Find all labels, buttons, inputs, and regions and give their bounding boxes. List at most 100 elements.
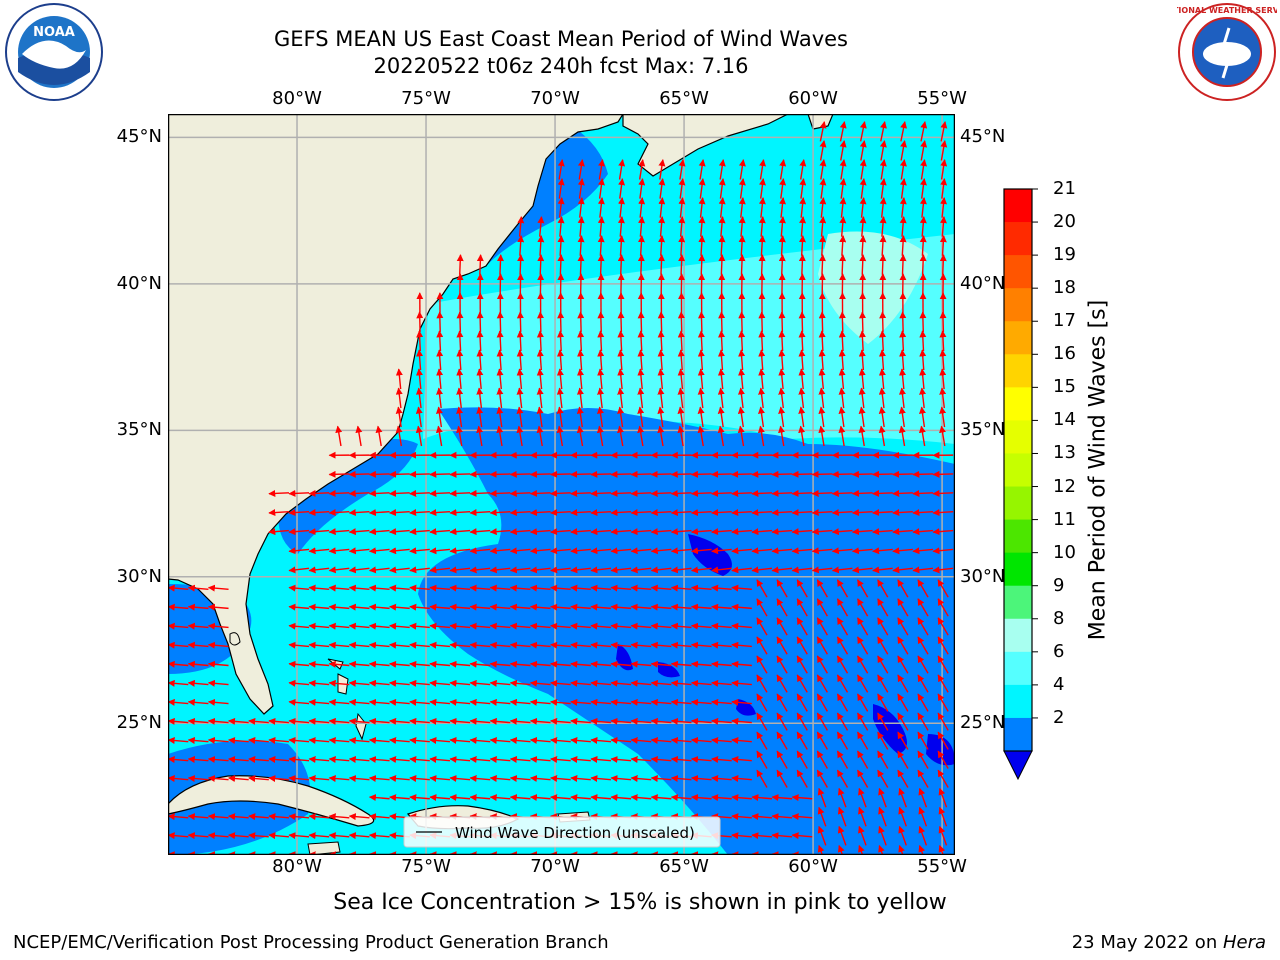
wind-wave-arrow (677, 330, 685, 352)
wind-wave-arrow (917, 731, 929, 750)
wind-wave-arrow (630, 509, 652, 517)
wind-wave-arrow (308, 603, 330, 611)
wind-wave-arrow (738, 330, 746, 352)
wind-wave-arrow (187, 622, 209, 630)
wind-wave-arrow (851, 547, 873, 555)
wind-wave-arrow (550, 509, 571, 517)
wind-wave-arrow (449, 622, 471, 630)
wind-wave-arrow (228, 813, 249, 821)
wind-wave-arrow (711, 794, 732, 802)
wind-wave-arrow (816, 636, 828, 655)
wind-wave-arrow (536, 311, 544, 332)
wind-wave-arrow (817, 825, 827, 846)
wind-wave-arrow (939, 368, 947, 390)
wind-wave-arrow (409, 489, 430, 497)
wind-wave-arrow (678, 235, 686, 256)
wind-wave-arrow (590, 547, 612, 555)
wind-wave-arrow (932, 509, 954, 517)
colorbar-segment (1004, 585, 1032, 620)
colorbar-extend-arrow (1003, 750, 1033, 781)
wind-wave-arrow (529, 641, 551, 649)
wind-wave-arrow (839, 121, 847, 142)
period-region-under-2-f (926, 734, 955, 766)
wind-wave-arrow (756, 769, 768, 788)
wind-wave-arrow (711, 717, 732, 725)
wind-wave-arrow (368, 679, 390, 687)
wind-wave-arrow (308, 736, 330, 744)
chart-subtitle: 20220522 t06z 240h fcst Max: 7.16 (373, 54, 749, 78)
cuba-land (168, 775, 375, 827)
wind-wave-arrow (898, 425, 906, 447)
wind-wave-arrow (207, 775, 229, 783)
wind-wave-arrow (516, 406, 524, 428)
wind-wave-arrow (776, 674, 788, 693)
wind-wave-arrow (509, 509, 531, 517)
wind-wave-arrow (877, 769, 889, 788)
wind-wave-arrow (207, 603, 229, 611)
lat-tick-label-right: 30°N (960, 565, 1006, 587)
wind-wave-arrow (469, 470, 491, 478)
wind-wave-arrow (308, 698, 330, 706)
colorbar-segment (1004, 189, 1032, 223)
wind-wave-arrow (168, 832, 189, 840)
wind-wave-arrow (557, 311, 565, 332)
wind-wave-arrow (917, 674, 929, 693)
wind-wave-arrow (308, 641, 330, 649)
wind-wave-arrow (670, 756, 692, 763)
wind-wave-arrow (529, 566, 551, 574)
wind-wave-arrow (368, 528, 390, 536)
wind-wave-arrow (308, 832, 330, 840)
wind-wave-arrow (630, 679, 652, 687)
wind-wave-arrow (368, 470, 390, 478)
wind-wave-arrow (590, 622, 612, 630)
wind-wave-arrow (288, 603, 310, 611)
wind-wave-arrow (796, 655, 808, 674)
wind-wave-arrow (409, 660, 430, 668)
wind-wave-arrow (791, 832, 813, 840)
wind-wave-arrow (858, 349, 866, 371)
wind-wave-arrow (449, 566, 471, 574)
wind-wave-arrow (429, 698, 450, 706)
wind-wave-arrow (328, 736, 350, 744)
wind-wave-arrow (940, 140, 948, 161)
wind-wave-arrow (670, 717, 692, 725)
wind-wave-arrow (937, 674, 949, 693)
wind-wave-arrow (570, 679, 591, 687)
wind-wave-arrow (590, 528, 612, 536)
wind-wave-arrow (348, 756, 370, 763)
wind-wave-arrow (617, 368, 625, 390)
wind-wave-arrow (449, 584, 471, 592)
wind-wave-arrow (557, 197, 565, 218)
wind-wave-arrow (368, 736, 390, 744)
wind-wave-arrow (650, 717, 672, 725)
wind-wave-arrow (939, 254, 947, 275)
wind-wave-arrow (550, 698, 571, 706)
wind-wave-arrow (897, 636, 909, 655)
wind-wave-arrow (570, 717, 591, 725)
wind-wave-arrow (751, 528, 773, 536)
wind-wave-arrow (711, 698, 732, 706)
wind-wave-arrow (509, 660, 531, 668)
wind-wave-arrow (469, 756, 491, 763)
wind-wave-arrow (429, 566, 450, 574)
wind-wave-arrow (610, 566, 632, 574)
wind-wave-arrow (650, 679, 672, 687)
wind-wave-arrow (537, 254, 545, 275)
wind-wave-arrow (550, 717, 571, 725)
vector-legend: Wind Wave Direction (unscaled) (403, 816, 721, 848)
nws-logo-text: NATIONAL WEATHER SERVICE (1177, 6, 1277, 15)
wind-wave-arrow (919, 368, 927, 390)
wind-wave-arrow (878, 787, 887, 808)
wind-wave-arrow (268, 736, 289, 744)
wind-wave-arrow (670, 528, 692, 536)
wind-wave-arrow (798, 387, 806, 409)
wind-wave-arrow (409, 566, 430, 574)
wind-wave-arrow (776, 655, 788, 674)
wind-wave-arrow (670, 641, 692, 649)
wind-wave-arrow (496, 254, 504, 275)
wind-wave-arrow (597, 368, 605, 390)
wind-wave-arrow (597, 349, 605, 371)
wind-wave-arrow (536, 368, 544, 390)
wind-wave-arrow (938, 787, 948, 808)
wind-wave-arrow (718, 330, 726, 352)
